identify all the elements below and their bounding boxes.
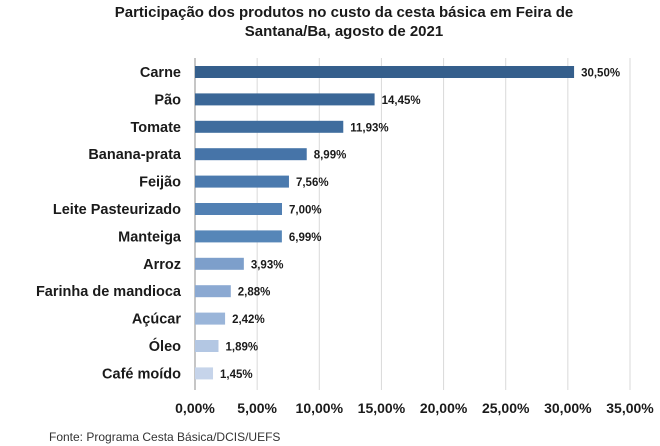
category-label: Tomate xyxy=(131,120,182,136)
chart-title: Participação dos produtos no custo da ce… xyxy=(115,4,573,40)
x-tick-label: 20,00% xyxy=(420,400,468,416)
x-tick-label: 15,00% xyxy=(358,400,406,416)
bar xyxy=(195,367,214,380)
category-label: Banana-prata xyxy=(88,147,182,163)
x-tick-label: 35,00% xyxy=(606,400,654,416)
category-label: Arroz xyxy=(143,257,181,273)
category-labels: Carne Pão Tomate Banana-prata Feijão Leite Pa… xyxy=(36,65,182,382)
gridlines xyxy=(194,58,631,390)
data-label: 1,45% xyxy=(220,369,253,381)
bar xyxy=(195,285,231,298)
bar xyxy=(195,148,307,161)
category-label: Manteiga xyxy=(118,229,182,245)
bar xyxy=(195,340,219,352)
data-label: 30,50% xyxy=(581,68,620,80)
data-label: 7,00% xyxy=(289,205,322,217)
bar xyxy=(195,120,344,133)
category-label: Feijão xyxy=(139,175,181,191)
category-label: Leite Pasteurizado xyxy=(53,202,181,218)
data-label: 7,56% xyxy=(296,177,329,189)
bar xyxy=(195,230,282,243)
data-label: 2,42% xyxy=(232,314,265,326)
x-axis-tick-labels: 0,00% 5,00% 10,00% 15,00% 20,00% 25,00% 30,00%… xyxy=(175,400,654,416)
data-label: 14,45% xyxy=(382,95,421,107)
x-tick-label: 30,00% xyxy=(544,400,592,416)
category-label: Café moído xyxy=(102,366,181,382)
bar xyxy=(195,175,289,188)
category-label: Farinha de mandioca xyxy=(36,284,182,300)
category-label: Óleo xyxy=(149,337,181,355)
data-label: 11,93% xyxy=(350,122,388,134)
data-label: 8,99% xyxy=(314,150,347,162)
bars xyxy=(195,66,575,380)
x-tick-label: 0,00% xyxy=(175,400,215,416)
chart-title-line-1: Participação dos produtos no custo da ce… xyxy=(115,4,573,21)
bar xyxy=(195,93,375,106)
bar xyxy=(195,203,282,215)
category-label: Carne xyxy=(140,65,181,81)
category-label: Açúcar xyxy=(132,312,182,328)
x-tick-label: 25,00% xyxy=(482,400,530,416)
bar xyxy=(195,257,244,270)
category-label: Pão xyxy=(154,92,181,108)
data-label: 1,89% xyxy=(225,342,258,354)
bar xyxy=(195,66,575,78)
data-label: 6,99% xyxy=(289,232,322,244)
x-tick-label: 5,00% xyxy=(237,400,277,416)
x-tick-label: 10,00% xyxy=(296,400,344,416)
data-label: 3,93% xyxy=(251,259,284,271)
value-labels: 30,50% 14,45% 11,93% 8,99% 7,56% 7,00% 6,99% 3,… xyxy=(220,68,620,381)
source-note: Fonte: Programa Cesta Básica/DCIS/UEFS xyxy=(49,430,280,444)
bar xyxy=(195,312,226,325)
chart-title-line-2: Santana/Ba, agosto de 2021 xyxy=(245,23,443,40)
data-label: 2,88% xyxy=(238,287,271,299)
